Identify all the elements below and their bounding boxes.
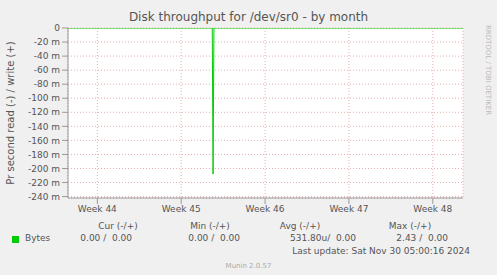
- html-text:RRDTOOL / TOBI OETIKER: RRDTOOL / TOBI OETIKER: [484, 24, 492, 116]
- svg-text:-160 m: -160 m: [28, 136, 60, 146]
- svg-text:Week 47: Week 47: [329, 204, 368, 214]
- html-text:Last update: Sat Nov 30 05:00:: Last update: Sat Nov 30 05:00:16 2024: [292, 246, 470, 256]
- html-text:Min (-/+): Min (-/+): [190, 221, 230, 231]
- svg-text:Week 48: Week 48: [413, 204, 452, 214]
- svg-text:-20 m: -20 m: [34, 37, 60, 47]
- svg-text:Week 46: Week 46: [246, 204, 285, 214]
- html-text:0.00 / 0.00: 0.00 / 0.00: [80, 233, 132, 243]
- svg-text:-40 m: -40 m: [34, 51, 60, 61]
- svg-text:-80 m: -80 m: [34, 79, 60, 89]
- svg-text:-120 m: -120 m: [28, 107, 60, 117]
- svg-text:-180 m: -180 m: [28, 150, 60, 160]
- svg-text:Week 44: Week 44: [78, 204, 117, 214]
- html-text:Pr second read (-) / write (+): Pr second read (-) / write (+): [4, 41, 16, 185]
- svg-text:-100 m: -100 m: [28, 93, 60, 103]
- html-text:531.80u/ 0.00: 531.80u/ 0.00: [290, 233, 356, 243]
- html-text:Avg (-/+): Avg (-/+): [279, 221, 321, 231]
- svg-text:-200 m: -200 m: [28, 164, 60, 174]
- svg-text:-60 m: -60 m: [34, 65, 60, 75]
- svg-text:0: 0: [54, 23, 60, 33]
- html-text:Munin 2.0.57: Munin 2.0.57: [225, 262, 272, 270]
- html-text:0.00 / 0.00: 0.00 / 0.00: [188, 233, 240, 243]
- html-text:Disk throughput for /dev/sr0 -: Disk throughput for /dev/sr0 - by month: [128, 10, 369, 24]
- svg-text:-240 m: -240 m: [28, 192, 60, 202]
- svg-text:-140 m: -140 m: [28, 122, 60, 132]
- html-text:2.43 / 0.00: 2.43 / 0.00: [396, 233, 448, 243]
- html-text:Bytes: Bytes: [25, 233, 51, 243]
- html-text:Max (-/+): Max (-/+): [388, 221, 432, 231]
- svg-text:Week 45: Week 45: [162, 204, 201, 214]
- html-text:Cur (-/+): Cur (-/+): [98, 221, 138, 231]
- svg-text:-220 m: -220 m: [28, 178, 60, 188]
